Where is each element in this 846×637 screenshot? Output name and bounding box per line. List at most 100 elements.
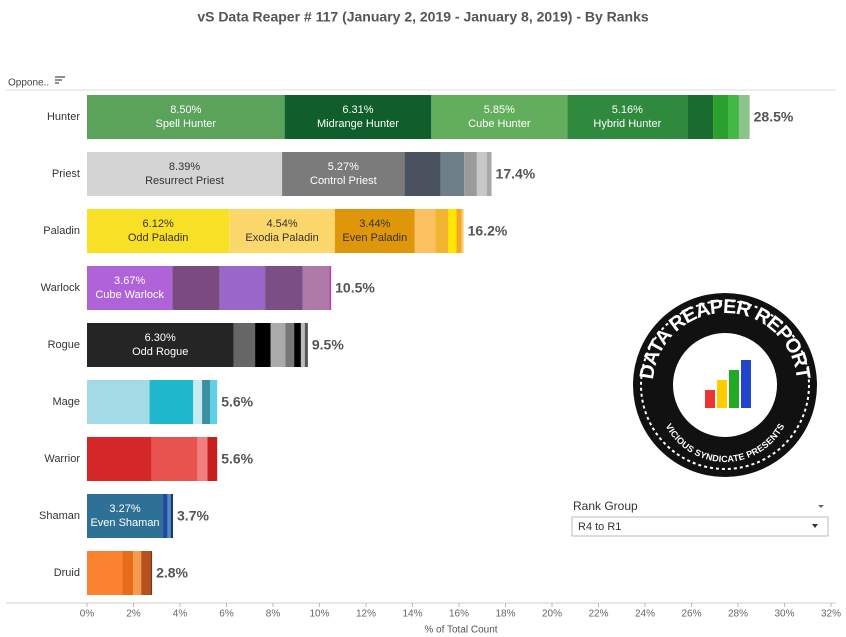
bar-segment — [304, 323, 308, 367]
x-tick-label: 24% — [635, 609, 655, 620]
segment-name-label: Midrange Hunter — [317, 118, 399, 130]
sort-icon[interactable] — [55, 76, 65, 84]
category-label: Priest — [52, 168, 80, 180]
filter-title: Rank Group — [573, 499, 638, 513]
x-tick-label: 10% — [309, 609, 329, 620]
bar-segment — [464, 152, 477, 196]
segment-value-label: 6.31% — [342, 104, 373, 116]
bar-segment — [229, 209, 335, 253]
bar-segment — [270, 323, 286, 367]
total-label: 16.2% — [468, 223, 508, 239]
bar-segment — [255, 323, 271, 367]
total-label: 28.5% — [754, 109, 794, 125]
bar-segment — [87, 494, 164, 538]
total-label: 17.4% — [496, 166, 536, 182]
category-label: Hunter — [47, 111, 80, 123]
x-tick-label: 26% — [681, 609, 701, 620]
segment-value-label: 6.30% — [145, 332, 176, 344]
x-tick-label: 18% — [495, 609, 515, 620]
bar-segment — [193, 380, 203, 424]
category-label: Mage — [52, 396, 80, 408]
segment-value-label: 3.67% — [114, 275, 145, 287]
bar-segment — [149, 380, 194, 424]
x-tick-label: 12% — [356, 609, 376, 620]
category-label: Paladin — [43, 225, 80, 237]
x-tick-label: 22% — [588, 609, 608, 620]
bar-segment — [448, 209, 457, 253]
x-tick-label: 28% — [728, 609, 748, 620]
bar-segment — [133, 551, 142, 595]
bar-segment — [329, 266, 332, 310]
bar-segment — [150, 551, 153, 595]
bar-segment — [431, 95, 568, 139]
bar-segment — [294, 323, 301, 367]
bar-segment — [414, 209, 436, 253]
bar-segment — [456, 209, 462, 253]
bar-segment — [170, 494, 174, 538]
total-label: 3.7% — [177, 508, 209, 524]
total-label: 9.5% — [312, 337, 344, 353]
bar-segment — [87, 209, 230, 253]
dropdown-arrow — [812, 524, 818, 528]
bar-segment — [302, 266, 330, 310]
bar-segment — [284, 95, 432, 139]
segment-name-label: Resurrect Priest — [145, 175, 224, 187]
segment-value-label: 3.44% — [359, 218, 390, 230]
bar-segment — [282, 152, 405, 196]
bar-segment — [209, 380, 218, 424]
x-tick-label: 0% — [80, 609, 95, 620]
bar-segment — [486, 152, 492, 196]
segment-name-label: Even Shaman — [90, 517, 159, 529]
segment-name-label: Even Paladin — [342, 232, 407, 244]
bar-segment — [167, 494, 171, 538]
category-label: Rogue — [48, 339, 80, 351]
total-label: 10.5% — [335, 280, 375, 296]
bar-segment — [461, 209, 464, 253]
filter-menu[interactable] — [818, 505, 824, 508]
bar-segment — [87, 323, 234, 367]
bar-segment — [476, 152, 487, 196]
bar-segment — [435, 209, 449, 253]
bar-segment — [713, 95, 729, 139]
x-tick-label: 6% — [219, 609, 234, 620]
bar-segment — [202, 380, 210, 424]
segment-value-label: 3.27% — [109, 503, 140, 515]
filter-value: R4 to R1 — [578, 521, 621, 533]
category-label: Warlock — [41, 282, 81, 294]
bar-segment — [122, 551, 134, 595]
segment-value-label: 4.54% — [266, 218, 297, 230]
bar-segment — [207, 437, 218, 481]
bar-segment — [151, 437, 198, 481]
segment-value-label: 8.50% — [170, 104, 201, 116]
filter-dropdown[interactable] — [571, 516, 829, 537]
segment-name-label: Spell Hunter — [156, 118, 217, 130]
category-label: Shaman — [39, 510, 80, 522]
total-label: 5.6% — [221, 394, 253, 410]
bar-segment — [163, 494, 168, 538]
x-tick-label: 14% — [402, 609, 422, 620]
segment-value-label: 5.85% — [484, 104, 515, 116]
bar-segment — [141, 551, 151, 595]
bar-segment — [87, 437, 152, 481]
bar-segment — [87, 266, 173, 310]
bar-segment — [440, 152, 465, 196]
segment-name-label: Cube Warlock — [95, 289, 164, 301]
bar-segment — [404, 152, 441, 196]
bar-segment — [197, 437, 208, 481]
bar-segment — [285, 323, 295, 367]
bar-segment — [687, 95, 714, 139]
x-tick-label: 30% — [774, 609, 794, 620]
segment-value-label: 8.39% — [169, 161, 200, 173]
bar-segment — [219, 266, 266, 310]
x-tick-label: 16% — [449, 609, 469, 620]
segment-name-label: Exodia Paladin — [245, 232, 318, 244]
logo: DATA REAPER REPORT VICIOUS SYNDICATE PRE… — [633, 293, 817, 477]
category-label: Druid — [54, 567, 80, 579]
total-label: 2.8% — [156, 565, 188, 581]
bar-segment — [728, 95, 739, 139]
bar-segment — [567, 95, 688, 139]
bar-segment — [87, 380, 150, 424]
x-tick-label: 32% — [821, 609, 841, 620]
x-tick-label: 8% — [266, 609, 281, 620]
